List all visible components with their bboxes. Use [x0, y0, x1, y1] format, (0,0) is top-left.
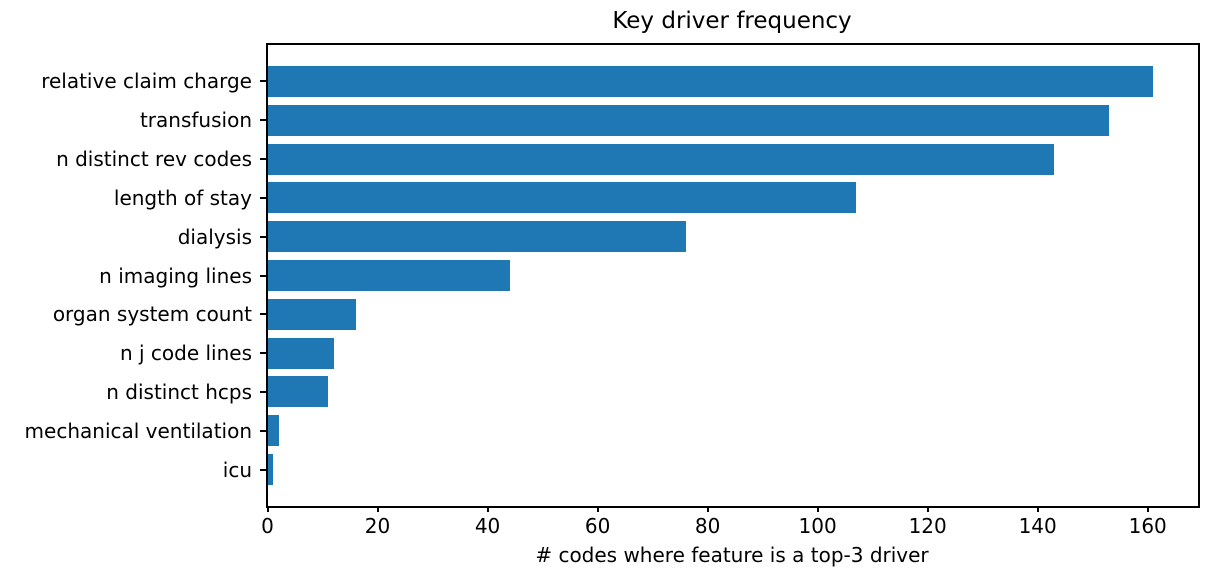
y-tick-label: relative claim charge	[41, 69, 252, 94]
y-tick-label: transfusion	[139, 108, 252, 133]
x-tick-mark	[706, 506, 709, 512]
y-tick-mark	[259, 80, 266, 83]
y-tick-mark	[259, 119, 266, 122]
y-tick-mark	[259, 235, 266, 238]
x-tick-label: 140	[1018, 514, 1057, 538]
bar-mechanical-ventilation	[267, 415, 279, 447]
bar-n-imaging-lines	[267, 259, 510, 291]
x-tick-label: 100	[798, 514, 837, 538]
x-tick-mark	[596, 506, 599, 512]
y-tick-mark	[259, 468, 266, 471]
y-tick-mark	[259, 313, 266, 316]
x-tick-mark	[1146, 506, 1149, 512]
y-tick-label: dialysis	[177, 224, 252, 249]
x-tick-label: 160	[1128, 514, 1167, 538]
bar-n-distinct-rev-codes	[267, 143, 1055, 175]
bar-length-of-stay	[267, 182, 857, 214]
y-tick-label: length of stay	[113, 185, 252, 210]
y-tick-label: icu	[222, 457, 252, 482]
x-tick-mark	[486, 506, 489, 512]
bar-dialysis	[267, 221, 686, 253]
bar-n-distinct-hcps	[267, 376, 328, 408]
y-tick-label: n j code lines	[119, 341, 252, 366]
y-tick-label: n distinct rev codes	[56, 147, 252, 172]
x-tick-mark	[816, 506, 819, 512]
x-axis-label: # codes where feature is a top-3 driver	[535, 543, 929, 567]
bar-n-j-code-lines	[267, 337, 334, 369]
x-tick-label: 40	[474, 514, 501, 538]
x-tick-mark	[376, 506, 379, 512]
x-tick-mark	[1036, 506, 1039, 512]
x-tick-label: 0	[261, 514, 274, 538]
bar-icu	[267, 454, 273, 486]
y-tick-label: n distinct hcps	[106, 379, 252, 404]
x-tick-label: 60	[584, 514, 611, 538]
bar-transfusion	[267, 104, 1110, 136]
plot-area	[265, 43, 1200, 508]
y-tick-label: organ system count	[52, 302, 252, 327]
y-tick-mark	[259, 352, 266, 355]
y-tick-mark	[259, 390, 266, 393]
x-tick-mark	[266, 506, 269, 512]
x-tick-mark	[926, 506, 929, 512]
y-tick-mark	[259, 196, 266, 199]
x-tick-label: 80	[694, 514, 721, 538]
y-tick-mark	[259, 158, 266, 161]
x-tick-label: 120	[908, 514, 947, 538]
bar-relative-claim-charge	[267, 65, 1154, 97]
y-tick-label: mechanical ventilation	[24, 418, 252, 443]
chart-title: Key driver frequency	[612, 8, 852, 34]
y-tick-mark	[259, 429, 266, 432]
bar-organ-system-count	[267, 298, 356, 330]
x-tick-label: 20	[364, 514, 391, 538]
y-tick-mark	[259, 274, 266, 277]
y-tick-label: n imaging lines	[99, 263, 252, 288]
